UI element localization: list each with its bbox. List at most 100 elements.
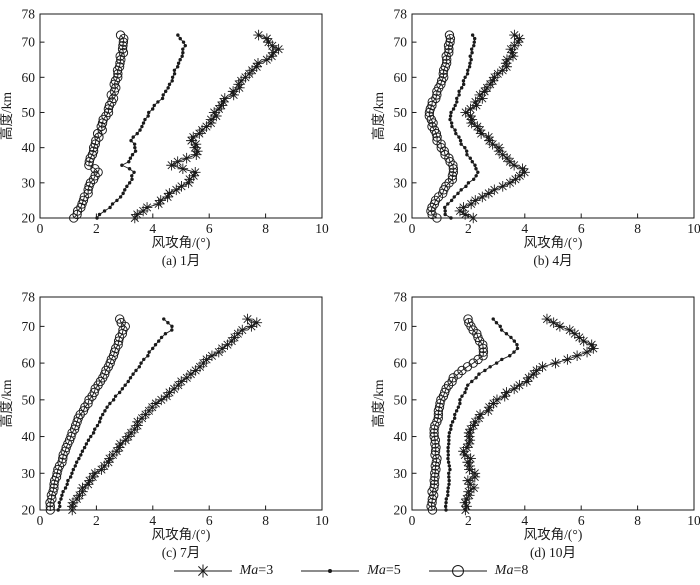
y-tick-label: 50: [394, 392, 408, 407]
circle-marker: [98, 114, 108, 125]
dot-marker: [146, 354, 150, 358]
circle-icon: [451, 565, 464, 577]
dot-marker: [111, 398, 116, 402]
plot-box: [39, 296, 323, 511]
dot-marker: [446, 453, 450, 457]
dot-marker: [499, 328, 504, 332]
dot-marker: [123, 188, 127, 192]
circle-marker: [113, 69, 123, 79]
dot-marker: [63, 486, 68, 490]
circle-marker: [424, 107, 435, 118]
panel-a-series-ma5-markers: [95, 33, 187, 220]
dot-marker: [147, 350, 151, 354]
panel-c-series-ma8-markers: [45, 314, 130, 515]
dot-marker: [98, 416, 103, 420]
y-axis-label: 高度/km: [0, 92, 14, 141]
dot-marker: [86, 438, 91, 442]
y-axis-label: 高度/km: [370, 379, 386, 428]
dot-marker: [447, 478, 451, 483]
dot-marker: [447, 464, 451, 468]
y-tick-label: 50: [394, 105, 408, 120]
asterisk-marker: [458, 313, 599, 516]
circle-marker: [429, 479, 440, 489]
circle-marker: [429, 483, 439, 493]
circle-marker: [115, 30, 126, 40]
dot-marker: [143, 117, 147, 122]
dot-marker: [57, 500, 62, 505]
y-tick-label: 60: [22, 356, 36, 371]
circle-marker: [116, 55, 126, 65]
x-tick-label: 10: [687, 513, 700, 528]
circle-marker: [45, 505, 55, 515]
circle-marker: [69, 213, 79, 223]
panel-c-series-ma3-line: [71, 318, 258, 511]
dot-marker: [515, 343, 519, 347]
x-tick-label: 10: [315, 221, 329, 236]
circle-marker: [430, 446, 441, 456]
dot-marker: [449, 427, 453, 431]
x-tick-label: 8: [262, 221, 269, 236]
dot-marker: [463, 390, 467, 395]
circle-marker: [430, 439, 440, 449]
dot-marker: [118, 195, 123, 199]
dot-marker: [463, 75, 467, 80]
dot-marker: [56, 508, 60, 512]
circle-marker: [424, 111, 434, 121]
circle-legend-sample: [428, 565, 487, 577]
dot-marker: [447, 442, 451, 446]
dot-marker: [80, 449, 85, 453]
y-tick-label: 78: [394, 290, 408, 305]
dot-marker: [163, 89, 168, 94]
circle-marker: [463, 314, 473, 324]
legend-label-ma: Ma: [494, 563, 514, 578]
x-tick-label: 0: [37, 221, 44, 236]
y-tick-label: 70: [22, 35, 36, 50]
x-tick-label: 4: [149, 513, 156, 528]
dot-marker: [163, 332, 168, 336]
dot-marker: [139, 361, 143, 365]
dot-marker: [447, 434, 451, 439]
dot-marker: [474, 376, 478, 380]
panel-a-series-ma8-markers: [69, 30, 129, 223]
circle-marker: [441, 181, 451, 192]
x-tick-label: 6: [578, 513, 585, 528]
dot-marker: [446, 202, 450, 206]
circle-marker: [478, 351, 488, 361]
legend-label: Ma=5: [367, 563, 401, 579]
dot-marker: [120, 163, 124, 167]
dot-marker: [498, 324, 502, 329]
dot-marker: [162, 317, 166, 321]
x-tick-label: 4: [521, 513, 528, 528]
dot-marker: [132, 142, 137, 146]
circle-marker: [442, 55, 452, 65]
legend-item-ma8: Ma=8: [427, 561, 528, 581]
circle-marker: [93, 167, 103, 177]
circle-marker: [431, 457, 441, 467]
circle-marker: [445, 33, 456, 44]
dot-marker: [115, 198, 119, 203]
dot-marker: [469, 47, 474, 51]
asterisk-icon: [196, 564, 210, 578]
dot-marker: [58, 504, 62, 509]
x-tick-label: 8: [634, 221, 641, 236]
dot-marker: [470, 379, 474, 384]
x-tick-label: 8: [262, 513, 269, 528]
dot-marker: [130, 174, 134, 178]
dot-marker: [175, 65, 180, 69]
dot-marker: [137, 365, 142, 369]
x-axis-label: 风攻角/(°): [152, 235, 211, 250]
panel-caption: (b) 4月: [533, 253, 572, 268]
dot-marker: [454, 409, 459, 413]
dot-marker: [459, 142, 463, 146]
x-tick-label: 4: [149, 221, 156, 236]
dot-marker: [446, 493, 450, 498]
circle-marker: [478, 347, 489, 357]
x-tick-label: 6: [206, 513, 213, 528]
dot-marker: [181, 40, 186, 44]
dot-marker: [465, 149, 469, 153]
circle-marker: [115, 58, 125, 68]
x-tick-label: 0: [37, 513, 44, 528]
dot-marker: [172, 72, 177, 76]
dot-marker: [132, 170, 136, 174]
circle-marker: [84, 160, 94, 170]
